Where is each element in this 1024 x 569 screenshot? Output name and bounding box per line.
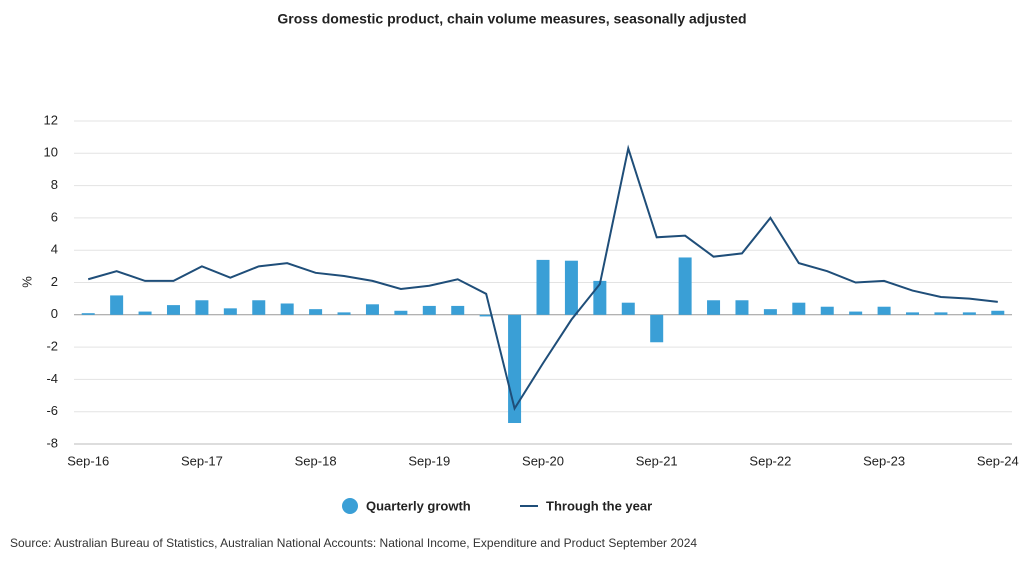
bar [621, 302, 635, 315]
y-tick-label: 6 [51, 209, 58, 224]
bar [849, 311, 863, 315]
bar [479, 314, 493, 317]
bar [820, 306, 834, 315]
source: Source: Australian Bureau of Statistics,… [10, 536, 697, 550]
y-tick-label: 10 [44, 145, 58, 160]
bar [678, 257, 692, 315]
bar [877, 306, 891, 315]
x-tick-label: Sep-18 [295, 453, 337, 468]
bar [536, 259, 550, 315]
y-tick-label: -8 [46, 435, 58, 450]
bar [735, 300, 749, 315]
bar [792, 302, 806, 315]
x-tick-label: Sep-24 [977, 453, 1019, 468]
y-tick-label: 8 [51, 177, 58, 192]
y-tick-label: -4 [46, 371, 58, 386]
x-tick-label: Sep-23 [863, 453, 905, 468]
line [87, 144, 998, 411]
x-tick-label: Sep-21 [636, 453, 678, 468]
bar [110, 295, 124, 315]
x-tick-label: Sep-17 [181, 453, 223, 468]
bar [223, 308, 237, 315]
y-tick-label: 2 [51, 274, 58, 289]
bar [906, 312, 920, 315]
bar [166, 305, 180, 315]
chart-title: Gross domestic product, chain volume mea… [277, 11, 746, 27]
x-tick-label: Sep-22 [749, 453, 791, 468]
y-tick-label: -2 [46, 339, 58, 354]
bar [81, 313, 95, 315]
bar [252, 300, 266, 315]
bar [365, 304, 379, 315]
x-tick-label: Sep-19 [408, 453, 450, 468]
y-axis-label: % [19, 276, 34, 288]
bar [564, 260, 578, 315]
bar [962, 312, 976, 315]
bar [422, 305, 436, 315]
bar [934, 312, 948, 315]
legend-label: Quarterly growth [366, 498, 471, 513]
bar [763, 309, 777, 315]
y-tick-label: -6 [46, 403, 58, 418]
bar [650, 314, 664, 343]
bar [991, 310, 1005, 315]
bar [280, 303, 294, 315]
bar [337, 312, 351, 315]
x-tick-label: Sep-16 [67, 453, 109, 468]
legend-swatch [342, 498, 358, 514]
y-tick-label: 4 [51, 242, 58, 257]
y-tick-label: 0 [51, 306, 58, 321]
bar [451, 305, 465, 315]
bar [195, 300, 209, 315]
legend-label: Through the year [546, 498, 652, 513]
x-tick-label: Sep-20 [522, 453, 564, 468]
bar [394, 310, 408, 315]
y-tick-label: 12 [44, 112, 58, 127]
bar [138, 311, 152, 315]
bar [593, 280, 607, 315]
bar [309, 309, 323, 315]
bar [707, 300, 721, 315]
